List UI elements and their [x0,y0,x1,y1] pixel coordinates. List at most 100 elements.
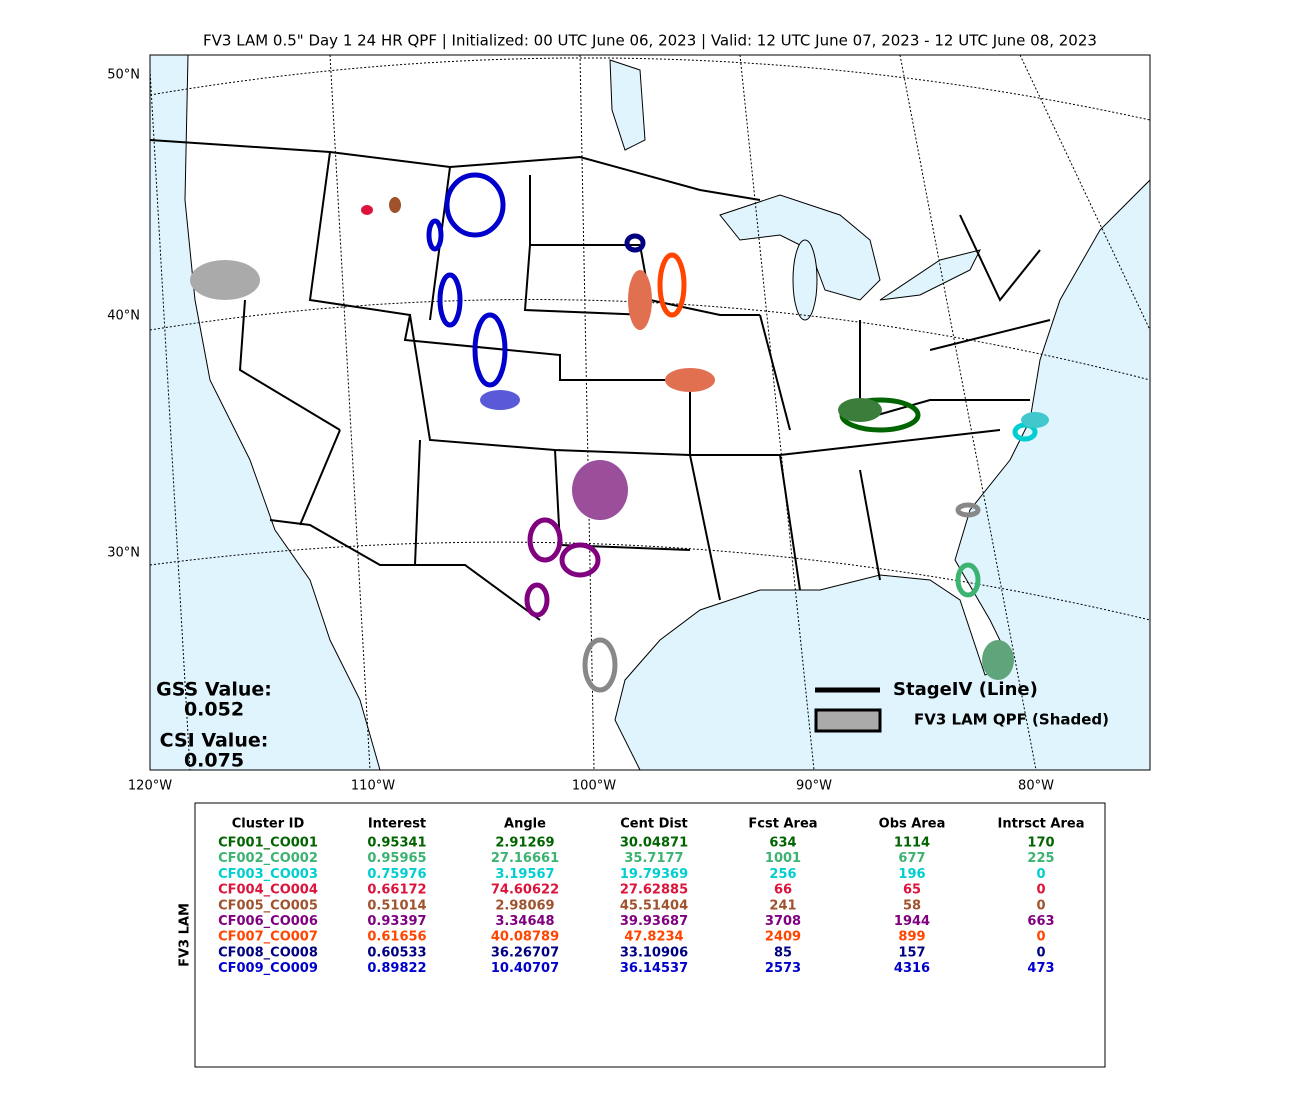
column-header: Cent Dist [620,817,688,832]
table-cell: 170 [1027,836,1054,851]
table-cell: CF005_CO005 [218,898,318,913]
table-cell: 66 [774,883,792,898]
table-cell: 2409 [765,930,801,945]
table-cell: 40.08789 [491,930,559,945]
table-frame [194,802,1106,1068]
table-cell: 196 [898,867,925,882]
lat-label: 30°N [107,546,140,561]
table-cell: CF002_CO002 [218,851,318,866]
table-cell: 10.40707 [491,961,559,976]
column-header: Fcst Area [748,817,817,832]
table-cell: 634 [769,836,796,851]
table-cell: CF008_CO008 [218,945,318,960]
table-cell: CF006_CO006 [218,914,318,929]
column-header: Angle [504,817,546,832]
table-cell: 0.95965 [367,851,426,866]
lake [609,59,646,151]
table-cell: 677 [898,851,925,866]
table-cell: 0 [1036,930,1045,945]
table-cell: 27.62885 [620,883,688,898]
table-cell: 58 [903,898,921,913]
column-header: Interest [368,817,426,832]
table-cell: 27.16661 [491,851,559,866]
lat-label: 40°N [107,309,140,324]
table-cell: CF003_CO003 [218,867,318,882]
lake-michigan [792,239,818,321]
lon-label: 120°W [128,779,172,794]
table-cell: 0 [1036,883,1045,898]
legend-text: StageIV (Line) [893,679,1038,700]
table-cell: 0.93397 [367,914,426,929]
table-cell: 3708 [765,914,801,929]
table-cell: CF009_CO009 [218,961,318,976]
csi-label: CSI Value: [160,730,269,752]
table-cell: 241 [769,898,796,913]
table-cell: 0.89822 [367,961,426,976]
lon-label: 90°W [796,779,832,794]
legend-swatch [814,708,882,733]
table-cell: 4316 [894,961,930,976]
table-cell: 30.04871 [620,836,688,851]
table-cell: 899 [898,930,925,945]
table-cell: 0.95341 [367,836,426,851]
map [149,54,1151,771]
table-cell: 0.51014 [367,898,426,913]
great-lakes [719,194,881,301]
table-cell: 0 [1036,898,1045,913]
table-cell: 85 [774,945,792,960]
map-frame [149,54,1151,771]
scores: GSS Value: 0.052 CSI Value: 0.075 [156,679,272,772]
table-cell: 74.60622 [491,883,559,898]
lon-label: 80°W [1018,779,1054,794]
table-cell: 225 [1027,851,1054,866]
table-cell: 19.79369 [620,867,688,882]
table-cell: CF001_CO001 [218,836,318,851]
table-cell: 2573 [765,961,801,976]
table-cell: 663 [1027,914,1054,929]
column-header: Obs Area [879,817,946,832]
table-cell: 1001 [765,851,801,866]
table-cell: 36.14537 [620,961,688,976]
table-cell: 0.66172 [367,883,426,898]
table-cell: 3.19567 [495,867,554,882]
table-cell: 256 [769,867,796,882]
legend-text: FV3 LAM QPF (Shaded) [914,711,1109,729]
table-cell: CF004_CO004 [218,883,318,898]
lat-label: 50°N [107,68,140,83]
table-cell: 33.10906 [620,945,688,960]
table-cell: CF007_CO007 [218,930,318,945]
great-lakes [879,249,981,301]
table-cell: 35.7177 [624,851,683,866]
clusters [426,172,1038,693]
title: FV3 LAM 0.5" Day 1 24 HR QPF | Initializ… [203,32,1097,50]
table-cell: 0.61656 [367,930,426,945]
table-cell: 3.34648 [495,914,554,929]
gss-label: GSS Value: [156,679,272,701]
table-cell: 157 [898,945,925,960]
legend: StageIV (Line) FV3 LAM QPF (Shaded) [814,679,1109,733]
table-cell: 0.75976 [367,867,426,882]
table-cell: 2.98069 [495,898,554,913]
column-header: Intrsct Area [998,817,1085,832]
table-cell: 65 [903,883,921,898]
shaded [190,197,1049,680]
table-cell: 1944 [894,914,930,929]
table-cell: 2.91269 [495,836,554,851]
table-cell: 45.51404 [620,898,688,913]
table-cell: 1114 [894,836,930,851]
side-label: FV3 LAM [178,903,193,967]
column-header: Cluster ID [232,817,305,832]
lon-label: 100°W [572,779,616,794]
gss-value: 0.052 [184,699,244,721]
table-cell: 0.60533 [367,945,426,960]
table-cell: 0 [1036,867,1045,882]
table: Cluster ID Interest Angle Cent Dist Fcst Are… [218,817,1084,977]
table-cell: 473 [1027,961,1054,976]
lon-label: 110°W [351,779,395,794]
table-cell: 0 [1036,945,1045,960]
csi-value: 0.075 [184,750,244,772]
table-cell: 39.93687 [620,914,688,929]
table-cell: 47.8234 [624,930,683,945]
